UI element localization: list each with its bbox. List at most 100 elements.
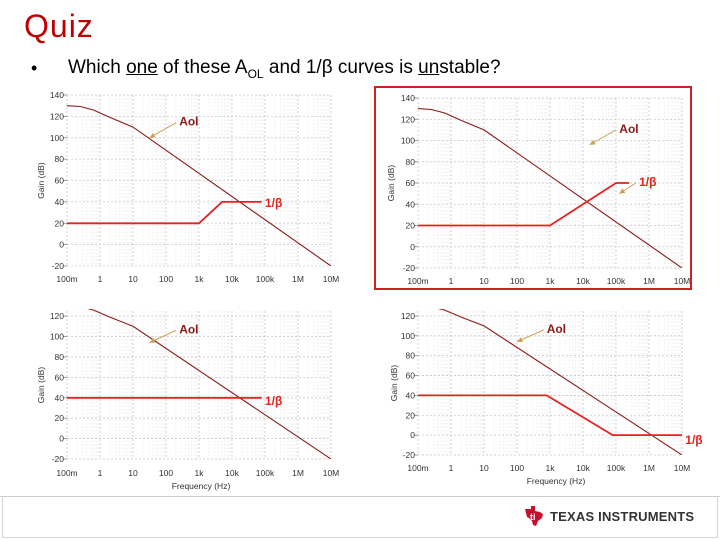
y-tick-label: -20 (52, 454, 65, 464)
x-tick-label: 100m (407, 463, 428, 473)
aol-annotation: Aol (179, 322, 198, 336)
y-axis-label: Gain (dB) (386, 165, 396, 202)
question-subscript: OL (247, 66, 264, 81)
chart-bottom-left: 100m 1 10 100 1k 10k 100k 1M 10M 120 100 80 60 40 20 0 -… (36, 309, 340, 491)
x-tick-label: 100 (159, 468, 173, 478)
x-tick-label: 10k (225, 274, 239, 284)
beta-annotation: 1/β (265, 394, 282, 408)
y-tick-label: 0 (59, 240, 64, 250)
y-tick-label: 60 (406, 178, 416, 188)
y-tick-label: 20 (406, 410, 416, 420)
annotation-arrowhead (149, 338, 156, 343)
question-text: Which one of these AOL and 1/β curves is… (68, 57, 501, 81)
y-tick-label: 40 (55, 393, 65, 403)
x-tick-label: 10k (576, 463, 590, 473)
y-tick-label: 80 (55, 154, 65, 164)
y-tick-label: 120 (401, 114, 415, 124)
x-tick-label: 1k (546, 463, 556, 473)
y-tick-label: 100 (50, 332, 64, 342)
y-axis-label: Gain (dB) (36, 162, 46, 199)
logo-wordmark: TEXAS INSTRUMENTS (550, 508, 695, 524)
x-tick-label: 100k (607, 463, 626, 473)
x-tick-label: 10k (576, 276, 590, 286)
texas-state-icon: ti (525, 506, 543, 526)
chart-bottom-right: 100m 1 10 100 1k 10k 100k 1M 10M 120 100 80 60 40 20 0 -… (389, 309, 703, 486)
y-tick-label: 80 (406, 351, 416, 361)
beta-annotation: 1/β (265, 196, 282, 210)
x-tick-label: 10k (225, 468, 239, 478)
x-tick-label: 10 (128, 468, 138, 478)
x-tick-label: 10 (128, 274, 138, 284)
annotation-arrowhead (517, 337, 523, 342)
x-tick-label: 100 (159, 274, 173, 284)
x-tick-label: 100k (256, 468, 275, 478)
x-tick-label: 100k (256, 274, 275, 284)
y-tick-label: -20 (403, 263, 416, 273)
aol-curve (437, 309, 682, 455)
x-tick-label: 1k (546, 276, 556, 286)
x-tick-label: 1 (449, 276, 454, 286)
x-tick-label: 10M (674, 463, 691, 473)
x-tick-label: 10M (674, 276, 691, 286)
x-tick-label: 10 (479, 463, 489, 473)
y-tick-label: 40 (406, 199, 416, 209)
y-tick-label: 40 (55, 197, 65, 207)
y-tick-label: 140 (50, 90, 64, 100)
x-tick-label: 100 (510, 463, 524, 473)
y-tick-label: 40 (406, 390, 416, 400)
aol-curve (418, 108, 682, 268)
x-tick-label: 100m (56, 274, 77, 284)
y-tick-label: 0 (410, 430, 415, 440)
y-tick-label: 20 (55, 218, 65, 228)
y-tick-label: -20 (52, 261, 65, 271)
y-tick-label: 0 (59, 434, 64, 444)
y-tick-label: 120 (50, 111, 64, 121)
question-emphasis-one: one (126, 57, 158, 78)
beta-curve (67, 200, 262, 225)
y-tick-label: 120 (50, 311, 64, 321)
y-tick-label: 60 (55, 176, 65, 186)
y-axis-label: Gain (dB) (389, 365, 399, 402)
beta-curve (418, 182, 630, 227)
y-tick-label: -20 (403, 450, 416, 460)
x-tick-label: 100 (510, 276, 524, 286)
x-tick-label: 1M (292, 468, 304, 478)
y-tick-label: 60 (406, 371, 416, 381)
ti-logo: ti TEXAS INSTRUMENTS (524, 505, 694, 527)
question-mid: of these A (157, 57, 248, 78)
slide-title: Quiz (24, 8, 94, 44)
y-tick-label: 80 (55, 352, 65, 362)
question-post: and 1/β curves is (263, 57, 419, 78)
y-tick-label: 100 (401, 136, 415, 146)
y-tick-label: 100 (401, 331, 415, 341)
y-tick-label: 80 (406, 157, 416, 167)
question-end: stable? (439, 57, 501, 78)
aol-annotation: Aol (619, 122, 638, 136)
aol-annotation: Aol (547, 322, 566, 336)
x-tick-label: 1 (98, 468, 103, 478)
question-pre: Which (68, 57, 127, 78)
x-tick-label: 10 (479, 276, 489, 286)
x-tick-label: 1M (643, 276, 655, 286)
aol-curve (87, 309, 331, 459)
y-tick-label: 100 (50, 133, 64, 143)
aol-curve (67, 105, 331, 266)
chart-top-left: 100m 1 10 100 1k 10k 100k 1M 10M 140 120 100 80 60 40 2… (36, 90, 339, 284)
y-tick-label: 120 (401, 311, 415, 321)
bode-plot-grid: 100m 1 10 100 1k 10k 100k 1M 10M1401201008060402… (36, 90, 703, 491)
svg-text:ti: ti (530, 512, 536, 522)
x-tick-label: 10M (323, 468, 340, 478)
y-tick-label: 60 (55, 372, 65, 382)
x-tick-label: 1 (449, 463, 454, 473)
chart-top-right: 100m 1 10 100 1k 10k 100k 1M 10M 140 120 100 80 60 40 2… (386, 93, 690, 286)
y-tick-label: 140 (401, 93, 415, 103)
beta-annotation: 1/β (639, 175, 656, 189)
annotation-arrowhead (149, 132, 156, 138)
y-tick-label: 20 (406, 221, 416, 231)
x-tick-label: 1 (98, 274, 103, 284)
y-tick-label: 20 (55, 413, 65, 423)
y-axis-label: Gain (dB) (36, 367, 46, 404)
x-tick-label: 10M (323, 274, 340, 284)
footer-divider (0, 496, 720, 497)
footer-frame (2, 496, 718, 538)
